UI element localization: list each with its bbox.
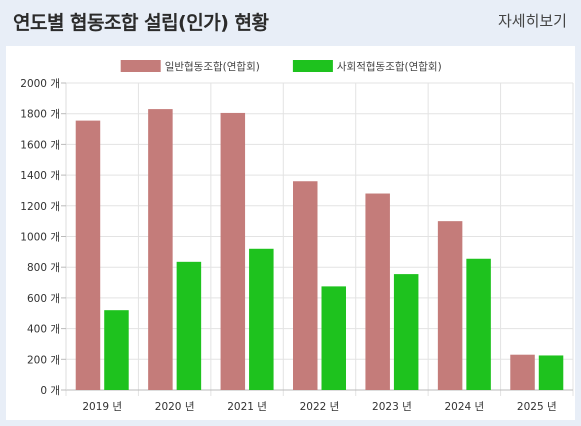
y-tick-label: 1200 개 [20, 201, 60, 213]
view-more-link[interactable]: 자세히보기 [497, 12, 567, 30]
y-tick-label: 0 개 [40, 385, 60, 397]
legend-swatch [120, 60, 161, 72]
chart-legend: 일반협동조합(연합회) 사회적협동조합(연합회) [120, 60, 442, 73]
page-title: 연도별 협동조합 설립(인가) 현황 [13, 12, 269, 34]
x-tick-label: 2021 년 [227, 401, 267, 413]
x-tick-label: 2022 년 [300, 401, 340, 413]
y-tick-label: 1600 개 [20, 139, 60, 151]
bar [321, 286, 346, 390]
legend-label: 사회적협동조합(연합회) [337, 60, 442, 73]
bar [365, 193, 390, 390]
x-tick-label: 2020 년 [155, 401, 195, 413]
x-tick-label: 2024 년 [444, 401, 484, 413]
bar [538, 355, 564, 390]
y-tick-label: 800 개 [27, 262, 60, 274]
bar [437, 221, 463, 390]
bar [249, 248, 274, 390]
x-axis: 2019 년 2020 년 2021 년 2022 년 2023 년 2024 년 2025… [82, 401, 556, 413]
x-tick-label: 2019 년 [82, 401, 122, 413]
bar [293, 181, 318, 390]
chart-panel: 일반협동조합(연합회) 사회적협동조합(연합회) 0 개 200 개 400 개 600… [6, 46, 575, 420]
legend-swatch [292, 60, 333, 72]
bar [466, 258, 491, 390]
y-tick-label: 200 개 [27, 354, 60, 366]
y-tick-label: 1000 개 [20, 232, 60, 244]
bar [75, 120, 101, 391]
x-tick-label: 2023 년 [372, 401, 412, 413]
legend-label: 일반협동조합(연합회) [165, 60, 260, 73]
y-tick-label: 2000 개 [20, 78, 60, 90]
y-axis: 0 개 200 개 400 개 600 개 800 개 1000 개 1200 개 1400 … [20, 78, 66, 397]
bar [393, 274, 419, 390]
x-tick-label: 2025 년 [517, 401, 557, 413]
bar [148, 109, 173, 390]
bar [104, 310, 129, 390]
y-tick-label: 1400 개 [20, 170, 60, 182]
y-tick-label: 600 개 [27, 293, 60, 305]
y-tick-label: 1800 개 [20, 109, 60, 121]
chart-grid [65, 82, 574, 396]
bar [220, 112, 246, 391]
bar-chart: 일반협동조합(연합회) 사회적협동조합(연합회) 0 개 200 개 400 개 600… [20, 60, 574, 413]
header: 연도별 협동조합 설립(인가) 현황 자세히보기 [0, 0, 581, 46]
chart-bars [75, 109, 564, 391]
y-tick-label: 400 개 [27, 324, 60, 336]
bar [510, 354, 535, 390]
bar [176, 261, 202, 390]
